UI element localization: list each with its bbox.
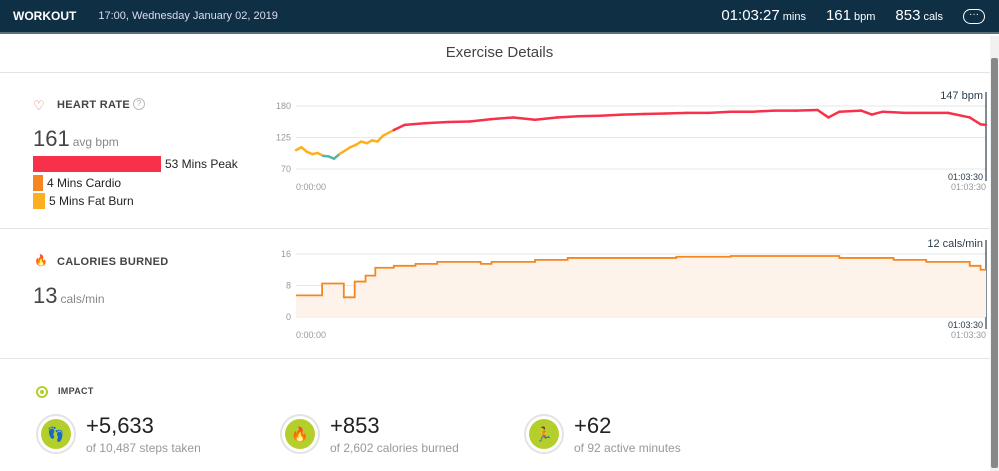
hr-line-segment: [392, 123, 406, 132]
zone-fatburn-bar: [33, 193, 45, 209]
heart-rate-label: HEART RATE: [57, 99, 131, 111]
impact-sub: of 10,487 steps taken: [86, 441, 201, 455]
hr-line-segment: [870, 110, 885, 116]
impact-value: +853: [330, 413, 380, 438]
hr-ytick-label: 70: [281, 164, 291, 174]
workout-datetime: 17:00, Wednesday January 02, 2019: [98, 10, 278, 22]
hr-line-segment: [642, 112, 667, 116]
hr-ytick-label: 125: [276, 133, 291, 143]
hr-line-segment: [664, 111, 689, 115]
hr-line-segment: [512, 116, 537, 121]
divider: [0, 228, 990, 229]
impact-value: +62: [574, 413, 612, 438]
hr-line-segment: [968, 116, 982, 126]
cal-xend-label: 01:03:30: [948, 320, 983, 330]
hr-line-segment: [381, 128, 396, 138]
cals-unit: cals: [923, 11, 943, 23]
scrollbar-thumb[interactable]: [991, 58, 998, 468]
duration-unit: mins: [782, 11, 806, 23]
divider: [0, 358, 990, 359]
hr-xend-label2: 01:03:30: [951, 182, 986, 192]
hr-line-segment: [794, 108, 819, 112]
zone-cardio: 4 Mins Cardio: [33, 175, 121, 191]
bpm-unit: bpm: [854, 11, 876, 23]
hr-line-segment: [838, 109, 863, 113]
avg-bpm-value: 161: [33, 126, 70, 151]
bpm-value: 161: [825, 7, 851, 24]
impact-value: +5,633: [86, 413, 154, 438]
cal-xend-label2: 01:03:30: [951, 330, 986, 340]
cal-ytick-label: 16: [281, 249, 291, 259]
hr-line-segment: [707, 110, 732, 115]
cal-area-fill: [296, 255, 986, 317]
hr-line-segment: [881, 110, 906, 115]
page-title: Exercise Details: [445, 44, 554, 61]
impact-active-minutes: 🏃 +62 of 92 active minutes: [524, 413, 681, 455]
hr-ytick-label: 180: [276, 101, 291, 111]
hr-line-segment: [555, 115, 580, 119]
flame-icon: 🔥: [34, 255, 48, 267]
impact-steps: 👣 +5,633 of 10,487 steps taken: [36, 413, 201, 455]
avg-cals-unit: cals/min: [60, 292, 105, 306]
runner-icon: 🏃: [529, 419, 559, 449]
impact-sub: of 92 active minutes: [574, 441, 681, 455]
avg-bpm-unit: avg bpm: [72, 135, 119, 149]
hr-line-segment: [620, 112, 645, 116]
hr-line-segment: [446, 120, 472, 124]
cal-step-line: [296, 255, 986, 299]
zone-cardio-label: 4 Mins Cardio: [47, 176, 122, 190]
cal-ytick-label: 0: [286, 312, 291, 322]
hr-line-segment: [403, 121, 428, 127]
impact-calories: 🔥 +853 of 2,602 calories burned: [280, 413, 459, 455]
help-icon[interactable]: ?: [133, 98, 145, 110]
zone-peak-bar: [33, 156, 161, 172]
hr-line-segment: [979, 123, 988, 127]
hr-line-segment: [859, 109, 874, 116]
hr-line-segment: [468, 117, 493, 123]
hr-line-segment: [946, 111, 971, 119]
hr-line-segment: [816, 108, 830, 119]
cal-xstart-label: 0:00:00: [296, 330, 326, 340]
hr-line-segment: [577, 114, 602, 118]
zone-fatburn-label: 5 Mins Fat Burn: [49, 194, 134, 208]
avg-cals-value: 13: [33, 283, 58, 308]
heart-icon: ♡: [33, 98, 45, 113]
more-options-button[interactable]: ···: [963, 8, 985, 24]
hr-line-segment: [599, 113, 624, 117]
hr-line-segment: [533, 116, 559, 121]
cal-ytick-label: 8: [286, 281, 291, 291]
zone-cardio-bar: [33, 175, 43, 191]
cal-current-label: 12 cals/min: [927, 238, 983, 250]
hr-line-segment: [751, 109, 776, 113]
workout-header: WORKOUT 17:00, Wednesday January 02, 201…: [0, 0, 999, 34]
zone-peak: 53 Mins Peak: [33, 156, 238, 172]
hr-line-segment: [827, 110, 841, 119]
zone-peak-label: 53 Mins Peak: [165, 157, 238, 171]
calories-label: CALORIES BURNED: [57, 256, 169, 268]
hr-line-segment: [425, 120, 450, 125]
flame-icon: 🔥: [285, 419, 315, 449]
scrollbar[interactable]: [990, 36, 999, 471]
divider: [0, 72, 990, 73]
target-icon: [36, 386, 48, 398]
duration-value: 01:03:27: [721, 7, 780, 24]
hr-current-label: 147 bpm: [940, 90, 983, 102]
hr-line-segment: [490, 116, 515, 121]
hr-xstart-label: 0:00:00: [296, 182, 326, 192]
zone-fatburn: 5 Mins Fat Burn: [33, 193, 134, 209]
impact-label: IMPACT: [58, 386, 94, 396]
hr-line-segment: [376, 134, 385, 143]
workout-title: WORKOUT: [13, 9, 77, 23]
cals-value: 853: [895, 7, 921, 24]
impact-sub: of 2,602 calories burned: [330, 441, 459, 455]
hr-xend-label: 01:03:30: [948, 172, 983, 182]
footsteps-icon: 👣: [41, 419, 71, 449]
